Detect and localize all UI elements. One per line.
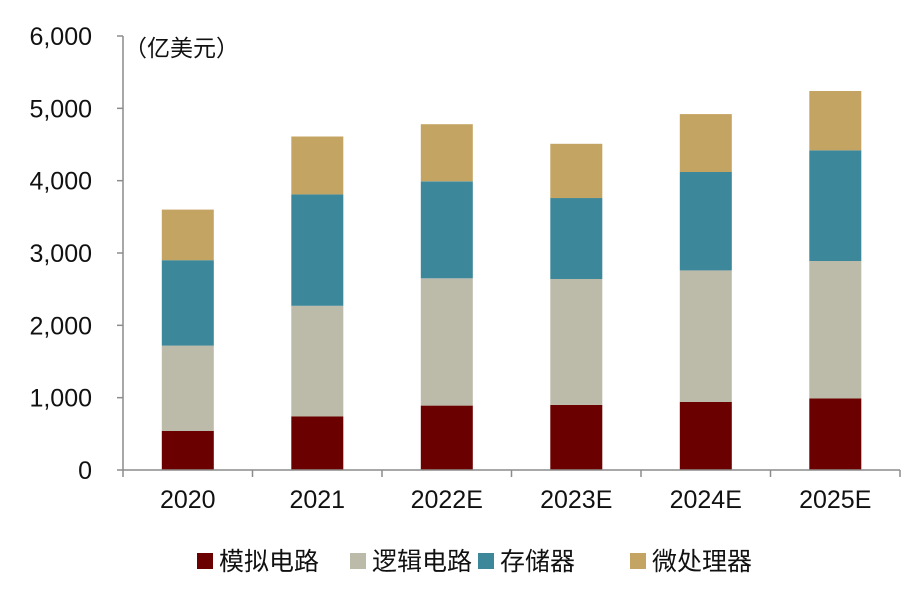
bar-2021-series-2 [291,305,344,417]
legend-label: 模拟电路 [219,547,319,576]
bar-2023E-series-4 [550,143,603,199]
legend-swatch [197,553,213,569]
bar-2024E-series-4 [679,114,732,172]
bar-2022E-series-2 [420,278,473,406]
y-tick-label: 4,000 [29,168,92,196]
bar-2025E-series-1 [809,398,862,470]
legend-swatch [478,553,494,569]
bar-2025E-series-4 [809,91,862,151]
x-tick-label: 2021 [289,486,345,514]
bar-2021-series-3 [291,194,344,306]
x-tick-label: 2024E [670,486,742,514]
axes-group: 0 1,000 2,000 3,000 4,000 5,000 6,000 2020 2021 2… [29,23,901,514]
bar-2023E-series-1 [550,404,603,470]
legend-swatch [630,553,646,569]
y-tick-label: 1,000 [29,385,92,413]
bar-2022E-series-3 [420,181,473,279]
x-tick-label: 2022E [411,486,483,514]
y-tick-label: 2,000 [29,312,92,340]
bar-2025E-series-2 [809,261,862,399]
bar-2023E-series-2 [550,279,603,405]
y-tick-label: 0 [78,457,92,485]
bar-2021-series-1 [291,416,344,470]
bar-2020-series-3 [161,260,214,346]
bars-group [161,91,862,470]
bar-2021-series-4 [291,136,344,195]
y-tick-label: 5,000 [29,95,92,123]
bar-2020-series-4 [161,209,214,261]
y-tick-label: 6,000 [29,23,92,51]
x-tick-label: 2025E [799,486,871,514]
bar-2022E-series-1 [420,405,473,470]
x-tick-label: 2023E [540,486,612,514]
legend-swatch [350,553,366,569]
legend: 模拟电路 逻辑电路 存储器 微处理器 [197,547,752,576]
unit-label: （亿美元） [124,36,239,62]
legend-label: 微处理器 [652,547,752,576]
x-tick-label: 2020 [160,486,216,514]
bar-2023E-series-3 [550,198,603,279]
y-tick-label: 3,000 [29,240,92,268]
bar-2020-series-1 [161,430,214,470]
bar-2024E-series-2 [679,270,732,402]
legend-label: 逻辑电路 [372,547,472,576]
bar-2024E-series-1 [679,402,732,470]
bar-2025E-series-3 [809,150,862,261]
bar-2024E-series-3 [679,172,732,271]
bar-2020-series-2 [161,345,214,431]
legend-label: 存储器 [500,547,575,576]
bar-2022E-series-4 [420,124,473,182]
